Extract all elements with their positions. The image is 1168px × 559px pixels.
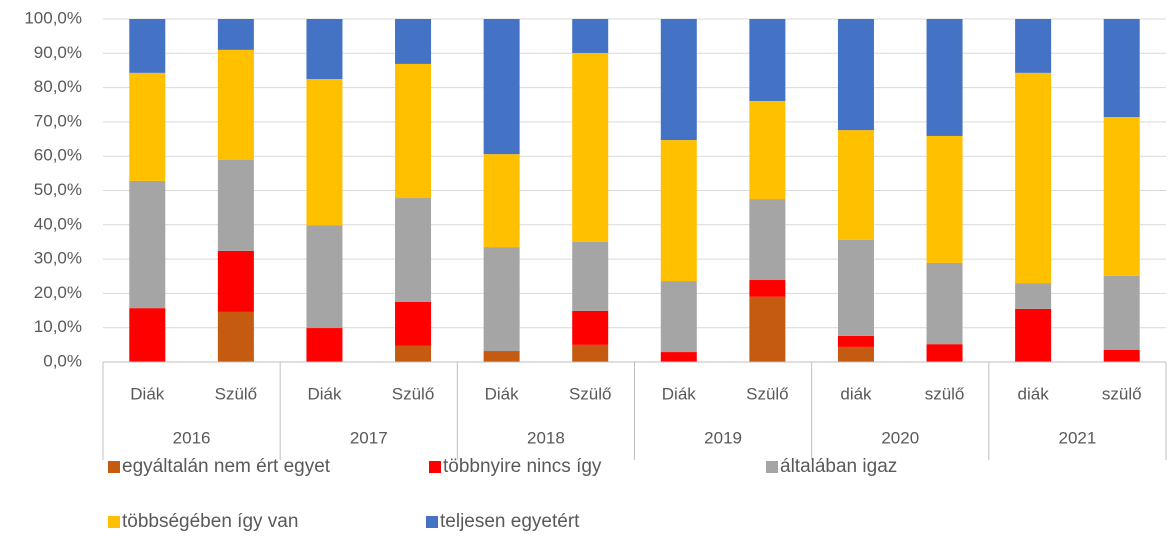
- y-tick-label: 60,0%: [34, 146, 82, 165]
- bar-segment: [749, 199, 786, 281]
- bar-segment: [572, 241, 609, 311]
- y-tick-label: 90,0%: [34, 43, 82, 62]
- legend-swatch: [426, 516, 438, 528]
- legend-swatch: [429, 461, 441, 473]
- x-tick-label: Diák: [307, 384, 342, 403]
- x-tick-label: Szülő: [746, 384, 789, 403]
- group-label: 2019: [704, 428, 742, 447]
- bar-segment: [217, 159, 254, 251]
- bar-segment: [1015, 308, 1052, 362]
- legend-swatch: [108, 516, 120, 528]
- bar-segment: [926, 262, 963, 345]
- bar-segment: [1015, 283, 1052, 309]
- x-tick-label: szülő: [1102, 384, 1142, 403]
- bar-segment: [217, 19, 254, 50]
- x-tick-label: Diák: [130, 384, 165, 403]
- x-tick-label: Szülő: [392, 384, 435, 403]
- bar-segment: [395, 301, 432, 346]
- bar-segment: [749, 19, 786, 101]
- bar-segment: [572, 19, 609, 53]
- x-tick-label: Diák: [662, 384, 697, 403]
- y-tick-label: 50,0%: [34, 180, 82, 199]
- bar-segment: [749, 100, 786, 200]
- bar-segment: [129, 19, 166, 73]
- bar-segment: [572, 310, 609, 345]
- bar-segment: [1103, 349, 1140, 362]
- group-label: 2018: [527, 428, 565, 447]
- x-tick-label: szülő: [925, 384, 965, 403]
- x-tick-label: Diák: [485, 384, 520, 403]
- bar-segment: [572, 52, 609, 242]
- legend-label: többségében így van: [122, 511, 298, 532]
- y-tick-label: 0,0%: [43, 351, 82, 370]
- y-tick-label: 30,0%: [34, 249, 82, 268]
- bar-segment: [483, 247, 520, 352]
- bar-segment: [749, 296, 786, 362]
- bar-segment: [572, 344, 609, 362]
- bar-segment: [1103, 19, 1140, 118]
- bar-segment: [395, 345, 432, 362]
- bar-segment: [660, 140, 697, 282]
- y-tick-label: 70,0%: [34, 111, 82, 130]
- bar-segment: [837, 335, 874, 347]
- bar-segment: [129, 308, 166, 362]
- group-label: 2016: [173, 428, 211, 447]
- x-tick-label: diák: [1018, 384, 1050, 403]
- legend-label: egyáltalán nem ért egyet: [122, 456, 331, 477]
- bar-segment: [660, 19, 697, 141]
- bar-segment: [306, 19, 343, 80]
- bar-segment: [395, 19, 432, 64]
- bar-segment: [926, 19, 963, 136]
- bar-segment: [483, 351, 520, 362]
- legend-label: többnyire nincs így: [443, 456, 602, 477]
- y-tick-label: 10,0%: [34, 317, 82, 336]
- x-tick-label: diák: [840, 384, 872, 403]
- bar-segment: [837, 19, 874, 131]
- bar-segment: [395, 198, 432, 302]
- bar-segment: [217, 250, 254, 312]
- group-label: 2020: [881, 428, 919, 447]
- bar-segment: [926, 135, 963, 263]
- bar-segment: [749, 280, 786, 297]
- bar-segment: [129, 72, 166, 181]
- bar-segment: [306, 225, 343, 329]
- y-tick-label: 100,0%: [24, 8, 82, 27]
- bar-segment: [660, 281, 697, 353]
- bar-segment: [926, 344, 963, 362]
- bar-segment: [837, 346, 874, 362]
- bar-segment: [837, 239, 874, 336]
- y-tick-label: 80,0%: [34, 77, 82, 96]
- bar-segment: [483, 154, 520, 248]
- group-label: 2021: [1059, 428, 1097, 447]
- bar-segment: [217, 49, 254, 160]
- legend-swatch: [766, 461, 778, 473]
- y-tick-label: 20,0%: [34, 283, 82, 302]
- y-tick-label: 40,0%: [34, 214, 82, 233]
- x-tick-label: Szülő: [569, 384, 612, 403]
- group-label: 2017: [350, 428, 388, 447]
- legend-swatch: [108, 461, 120, 473]
- bar-segment: [217, 311, 254, 362]
- bar-segment: [660, 352, 697, 362]
- legend-label: teljesen egyetért: [440, 511, 580, 532]
- bar-segment: [306, 79, 343, 226]
- bar-segment: [395, 63, 432, 199]
- bar-segment: [1103, 117, 1140, 276]
- x-tick-label: Szülő: [215, 384, 258, 403]
- bar-segment: [1015, 19, 1052, 73]
- legend-label: általában igaz: [780, 456, 897, 477]
- bar-segment: [306, 328, 343, 362]
- bar-segment: [1103, 275, 1140, 350]
- bar-segment: [1015, 72, 1052, 284]
- bar-segment: [837, 130, 874, 240]
- bar-segment: [483, 19, 520, 155]
- bar-segment: [129, 180, 166, 309]
